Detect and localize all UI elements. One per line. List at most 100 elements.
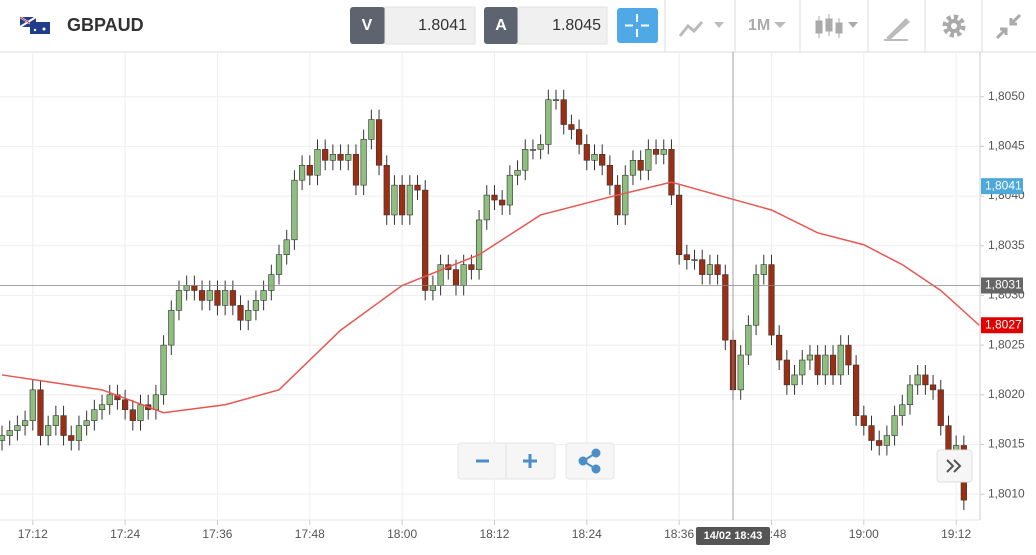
crosshair-price-label: 1,8031 <box>985 278 1022 292</box>
candle-body <box>337 154 344 161</box>
candle-body <box>860 415 867 426</box>
scroll-latest-icon <box>946 459 962 473</box>
candle-body <box>399 184 406 216</box>
ask-button[interactable] <box>484 7 518 44</box>
candle-body <box>168 310 175 346</box>
candle-body <box>668 149 675 196</box>
candle-body <box>406 184 413 216</box>
candle-body <box>345 154 352 161</box>
x-tick-label: 17:36 <box>202 527 232 541</box>
bid-button[interactable] <box>350 7 385 44</box>
candle-body <box>21 420 29 426</box>
x-tick-label: 18:00 <box>387 527 417 541</box>
candle-body <box>606 164 613 186</box>
candle-body <box>676 194 683 256</box>
plot-area <box>0 89 980 511</box>
x-tick-label: 19:12 <box>941 527 971 541</box>
candle-body <box>691 259 698 261</box>
flag-icon <box>19 16 50 34</box>
candle-body <box>414 184 421 191</box>
candle-body <box>252 300 260 311</box>
candle-body <box>776 334 783 361</box>
candle-body <box>6 430 13 436</box>
y-tick-label: 1,8015 <box>988 437 1025 451</box>
candle-body <box>322 149 329 161</box>
candle-body <box>214 290 221 306</box>
candle-body <box>768 264 775 336</box>
y-tick-label: 1,8025 <box>988 337 1025 351</box>
candle-body <box>0 435 6 441</box>
crosshair-button[interactable] <box>617 8 658 43</box>
overlay-marker-label: 1,8027 <box>985 317 1022 331</box>
candle-body <box>560 99 567 125</box>
toolbar-separators <box>664 0 983 52</box>
chart-type-button[interactable] <box>678 21 724 37</box>
candle-body <box>68 435 75 441</box>
candle-body <box>637 160 644 171</box>
candle-body <box>314 149 321 176</box>
candle-body <box>229 290 236 306</box>
candle-body <box>783 359 790 386</box>
candle-body <box>837 344 844 376</box>
candle-body <box>383 164 390 216</box>
share-button[interactable] <box>565 442 615 480</box>
bid-label: V <box>362 17 373 34</box>
candle-body <box>283 239 290 256</box>
candle-body <box>752 274 760 326</box>
candle-body <box>899 404 906 416</box>
draw-button[interactable] <box>884 18 910 41</box>
candle-body <box>645 149 652 171</box>
candle-body <box>699 259 706 275</box>
candle-body <box>806 354 814 361</box>
candle-body <box>760 264 767 275</box>
collapse-button[interactable] <box>995 13 1022 40</box>
candle-body <box>106 394 113 406</box>
candle-body <box>922 374 929 386</box>
overlays: 1,8031 1,8041 1,8027 14/02 18:43 <box>0 52 1023 545</box>
candle-body <box>829 354 837 376</box>
candle-body <box>468 264 475 270</box>
y-tick-label: 1,8045 <box>988 139 1025 153</box>
candle-body <box>422 189 429 291</box>
candle-body <box>599 154 606 166</box>
candle-body <box>868 425 875 441</box>
symbol: GBPAUD <box>67 15 144 35</box>
candle-body <box>737 354 744 391</box>
settings-button[interactable] <box>942 14 966 38</box>
overlay-marker-box <box>981 317 1023 334</box>
candle-body <box>91 409 98 421</box>
x-tick-label: 18:36 <box>664 527 694 541</box>
candle-body <box>929 384 937 391</box>
bid-box[interactable] <box>384 6 476 45</box>
candle-body <box>529 149 537 151</box>
scroll-latest-button[interactable] <box>936 449 973 483</box>
x-tick-label: 19:00 <box>849 527 879 541</box>
candle-body <box>483 194 490 221</box>
candle-body <box>629 160 637 176</box>
candle-body <box>522 149 529 171</box>
zoom-in[interactable] <box>523 454 537 468</box>
timeframe[interactable]: 1M <box>748 17 770 34</box>
candle-body <box>206 290 213 301</box>
candle-body <box>75 425 83 441</box>
candle-body <box>298 164 306 181</box>
timeframe-arrow <box>774 22 786 28</box>
candle-body <box>552 99 560 101</box>
candle-body <box>845 344 852 366</box>
price-marker-box <box>981 178 1023 195</box>
candle-body <box>906 384 914 406</box>
candle-body <box>222 290 229 306</box>
ask-box[interactable] <box>517 6 608 45</box>
candle-style-button[interactable] <box>815 14 858 38</box>
candle-body <box>591 154 598 161</box>
candle-body <box>583 144 590 161</box>
candle-body <box>191 285 198 291</box>
crosshair-price-box <box>981 277 1023 294</box>
candle-body <box>545 99 552 145</box>
candle-body <box>391 184 398 216</box>
candle-body <box>814 354 821 376</box>
y-tick-label: 1,8010 <box>988 486 1025 500</box>
candle-body <box>491 194 498 201</box>
zoom-controls <box>457 442 973 483</box>
